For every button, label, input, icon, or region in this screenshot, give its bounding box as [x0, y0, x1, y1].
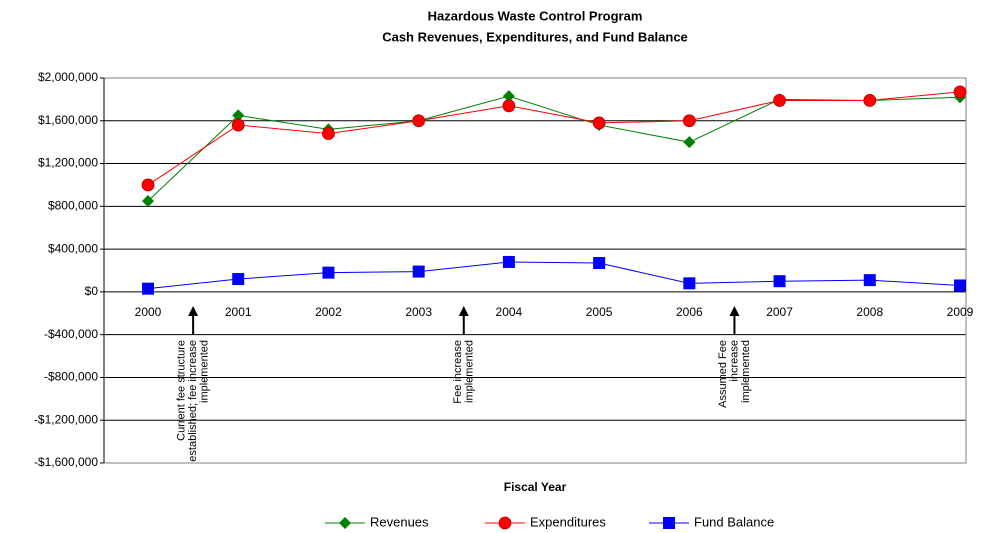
y-tick-label: -$1,600,000 [34, 455, 98, 469]
point [953, 85, 967, 99]
x-axis-label: Fiscal Year [504, 480, 567, 494]
annotation-text: implemented [740, 340, 752, 403]
annotation-text: Fee increase [452, 340, 464, 404]
annotation-text: Current fee structure [176, 340, 188, 441]
point [502, 90, 515, 103]
y-tick-label: -$400,000 [44, 327, 98, 341]
x-tick-label: 2008 [856, 305, 883, 319]
point [593, 257, 606, 270]
y-tick-label: $2,000,000 [38, 70, 98, 84]
x-tick-label: 2001 [225, 305, 252, 319]
point [232, 273, 245, 286]
point [412, 114, 426, 128]
point [682, 114, 696, 128]
point [683, 277, 696, 290]
point [773, 94, 786, 107]
series [141, 85, 967, 192]
legend-label: Revenues [370, 514, 429, 529]
annotation-arrowhead [729, 306, 740, 316]
point [954, 279, 966, 292]
plot-frame [103, 77, 967, 464]
series-line [147, 95, 961, 202]
annotation-text: implemented [463, 340, 475, 403]
y-tick-label: $1,200,000 [38, 156, 98, 170]
point [663, 517, 675, 529]
point [142, 194, 154, 207]
x-tick-label: 2000 [135, 305, 162, 319]
point [683, 136, 696, 149]
point [141, 178, 155, 192]
point [412, 265, 425, 278]
point [232, 109, 245, 122]
x-tick-label: 2002 [315, 305, 342, 319]
series [142, 255, 966, 295]
x-tick-label: 2005 [586, 305, 613, 319]
point [498, 516, 512, 530]
point [231, 118, 245, 132]
legend-label: Expenditures [530, 514, 606, 529]
annotation-text: implemented [199, 340, 211, 403]
point [322, 127, 335, 141]
annotation-text: Assumed Fee [717, 340, 729, 408]
legend-label: Fund Balance [694, 514, 774, 529]
chart-subtitle: Cash Revenues, Expenditures, and Fund Ba… [382, 29, 688, 44]
y-tick-label: $800,000 [48, 199, 98, 213]
annotation-text: increase [728, 340, 740, 382]
annotation-arrowhead [458, 306, 469, 316]
point [502, 255, 515, 268]
x-tick-label: 2006 [676, 305, 703, 319]
y-tick-label: $0 [85, 284, 99, 298]
point [863, 94, 877, 107]
series-line [147, 261, 961, 290]
point [339, 517, 351, 529]
annotation-text: established; fee increase [187, 340, 199, 462]
series-line [147, 91, 961, 186]
annotation-arrowhead [188, 306, 199, 316]
series [142, 90, 966, 207]
point [502, 99, 516, 113]
y-tick-label: $400,000 [48, 241, 98, 255]
chart-title: Hazardous Waste Control Program [428, 8, 643, 23]
point [863, 274, 876, 287]
y-tick-label: -$1,200,000 [34, 412, 98, 426]
x-tick-label: 2004 [496, 305, 523, 319]
point [322, 266, 335, 279]
point [592, 116, 606, 130]
x-tick-label: 2003 [405, 305, 432, 319]
y-tick-label: -$800,000 [44, 370, 98, 384]
y-tick-label: $1,600,000 [38, 113, 98, 127]
point [142, 282, 154, 295]
x-tick-label: 2007 [766, 305, 793, 319]
x-tick-label: 2009 [947, 305, 974, 319]
point [773, 275, 786, 288]
